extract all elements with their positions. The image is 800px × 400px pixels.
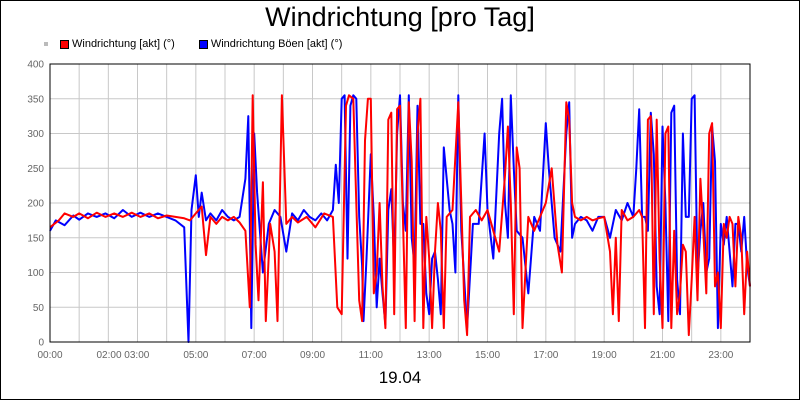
y-tick-label: 250 — [27, 164, 44, 175]
y-tick-label: 0 — [38, 338, 44, 349]
x-tick-label: 05:00 — [183, 350, 208, 361]
x-tick-label: 23:00 — [708, 350, 733, 361]
x-tick-label: 09:00 — [300, 350, 325, 361]
x-axis-ticks: 00:00 02:00 03:00 05:00 07:00 09:00 11:00 13:0… — [37, 350, 733, 361]
y-tick-label: 100 — [27, 268, 44, 279]
y-axis-ticks: 0 50 100 150 200 250 300 350 400 — [27, 60, 44, 349]
y-tick-label: 400 — [27, 60, 44, 71]
legend-label-windrichtung: Windrichtung [akt] (°) — [72, 38, 175, 50]
y-tick-label: 50 — [33, 303, 45, 314]
x-tick-label: 00:00 — [37, 350, 62, 361]
legend-entry-boeen: Windrichtung Böen [akt] (°) — [198, 38, 343, 50]
x-tick-label: 15:00 — [475, 350, 500, 361]
legend-entry-windrichtung: Windrichtung [akt] (°) — [60, 38, 175, 50]
legend-swatch-red — [60, 39, 69, 49]
x-tick-label: 19:00 — [592, 350, 617, 361]
legend-label-boeen: Windrichtung Böen [akt] (°) — [210, 38, 343, 50]
legend-swatch-blue — [198, 39, 208, 49]
y-tick-label: 350 — [27, 94, 44, 105]
y-tick-label: 150 — [27, 233, 44, 244]
y-tick-label: 200 — [27, 199, 44, 210]
series-lines — [49, 94, 751, 343]
series-line-windrichtung — [49, 94, 751, 337]
x-axis-caption: 19.04 — [378, 368, 422, 387]
x-tick-label: 07:00 — [242, 350, 267, 361]
x-tick-label: 17:00 — [533, 350, 558, 361]
x-tick-label: 11:00 — [359, 350, 384, 361]
x-tick-label: 02:00 03:00 — [97, 350, 150, 361]
y-tick-label: 300 — [27, 129, 44, 140]
plot-border — [49, 63, 751, 343]
x-tick-label: 13:00 — [417, 350, 442, 361]
x-tick-label: 21:00 — [650, 350, 675, 361]
chart-title: Windrichtung [pro Tag] — [265, 2, 535, 32]
legend-bullet-icon — [44, 42, 48, 46]
legend: Windrichtung [akt] (°) Windrichtung Böen… — [44, 38, 366, 50]
